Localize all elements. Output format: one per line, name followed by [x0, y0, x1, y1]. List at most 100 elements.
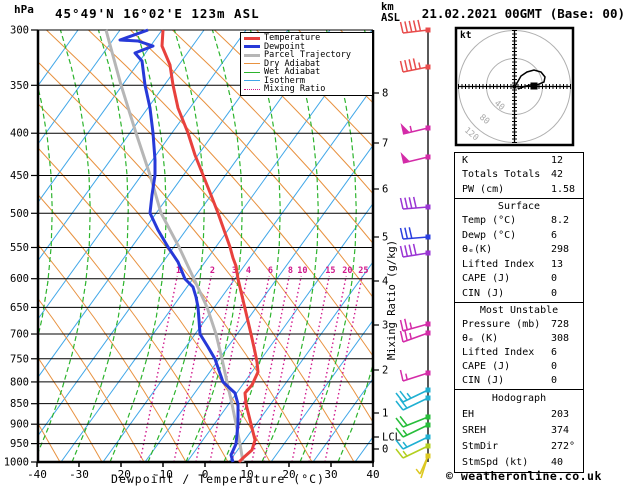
table-row-label: CAPE (J) — [462, 273, 511, 285]
isotherm-line — [38, 30, 247, 320]
table-row-value: 6 — [551, 347, 558, 358]
wind-barb-feather — [404, 197, 409, 209]
legend-item: Mixing Ratio — [244, 85, 372, 94]
temp-tick-label: 10 — [240, 468, 253, 481]
table-row-label: CAPE (J) — [462, 361, 511, 372]
wind-barb-level-marker — [425, 64, 431, 70]
dry-adiabat-line — [130, 30, 373, 299]
wind-barb-level-marker — [425, 27, 431, 33]
wet-adiabat-line — [38, 30, 91, 454]
table-row: Temp (°C) 8.2 — [455, 214, 583, 228]
wet-adiabat-line — [299, 30, 357, 462]
wind-barb-feather — [404, 245, 409, 257]
temp-tick-label: -40 — [27, 468, 47, 481]
dry-adiabat-line — [46, 30, 373, 424]
legend-label: Dry Adiabat — [264, 58, 321, 69]
wind-barb-level-marker — [425, 434, 431, 440]
wind-barb-level-marker — [425, 321, 431, 327]
wind-barb-level-marker — [425, 443, 431, 449]
table-row: CAPE (J) 0 — [455, 360, 583, 374]
dry-adiabat-line — [38, 194, 229, 462]
mixing-ratio-line — [251, 275, 290, 462]
wind-barb — [399, 318, 431, 332]
table-row-label: Temp (°C) — [462, 215, 517, 227]
legend-item: Parcel Trajectory — [244, 51, 372, 60]
wind-barb-feather — [408, 20, 413, 33]
pressure-tick-label: 900 — [10, 419, 29, 431]
pressure-axis-unit: hPa — [14, 3, 34, 16]
wind-barb-level-marker — [425, 154, 431, 160]
wind-barb-feather — [403, 329, 408, 341]
legend-swatch-parcel-trajectory — [244, 53, 260, 57]
table-row-label: SREH — [462, 425, 487, 436]
km-tick-label: 7 — [382, 138, 388, 150]
wind-barb-shaft — [402, 323, 429, 332]
legend-label: Dewpoint — [264, 41, 305, 52]
table-row-label: K — [462, 155, 469, 166]
wet-adiabat-line — [71, 30, 129, 462]
pressure-tick-label: 600 — [10, 273, 29, 285]
wind-barb-half-feather — [402, 450, 408, 457]
wind-barb-feather — [399, 245, 404, 258]
table-row: StmDir 272° — [455, 439, 583, 455]
wind-barb-feather — [404, 21, 409, 33]
legend-item: Dewpoint — [244, 41, 372, 52]
pressure-tick-label: 300 — [10, 25, 29, 37]
pressure-tick-label: 350 — [10, 80, 29, 92]
table-row-label: EH — [462, 409, 475, 420]
mixing-ratio-value-label: 10 — [297, 266, 307, 276]
mixing-ratio-value-label: 6 — [268, 266, 273, 276]
wind-barb-feather — [408, 59, 413, 71]
legend-label: Parcel Trajectory — [264, 50, 351, 60]
legend-swatch-isotherm — [244, 80, 260, 82]
pressure-tick-label: 950 — [10, 438, 29, 450]
table-row-label: StmDir — [462, 441, 499, 452]
wind-barb-shaft — [402, 424, 429, 438]
legend-label: Wet Adiabat — [264, 67, 321, 77]
table-row: CIN (J) 0 — [455, 287, 583, 301]
pressure-tick-label: 400 — [10, 128, 29, 140]
wind-barb-feather — [404, 318, 408, 330]
table-row-value: 272° — [551, 441, 576, 452]
pressure-tick-label: 750 — [10, 353, 29, 365]
pressure-tick-label: 550 — [10, 242, 29, 254]
wind-barb-feather — [399, 415, 408, 426]
table-row-value: 308 — [551, 333, 570, 344]
pressure-tick-label: 450 — [10, 170, 29, 182]
wet-adiabat-line — [147, 30, 205, 462]
temp-tick-label: 0 — [202, 468, 209, 481]
temp-tick-label: 30 — [324, 468, 337, 481]
table-row: θₑ (K) 308 — [455, 332, 583, 346]
wind-barb-feather — [412, 196, 417, 209]
dry-adiabat-line — [88, 30, 373, 358]
wind-barb-feather — [395, 439, 404, 450]
wind-barb — [395, 434, 431, 450]
mixing-ratio-line — [263, 275, 302, 462]
table-row-value: 42 — [551, 169, 564, 181]
legend-label: Temperature — [264, 33, 321, 43]
hodograph-unit-label: kt — [460, 30, 472, 41]
table-surface: Surface Temp (°C) 8.2 Dewp (°C) 6 θₑ(K) 298 Lif… — [454, 198, 584, 303]
dry-adiabat-line — [172, 30, 373, 245]
isotherm-line — [144, 144, 373, 462]
table-section-header: Most Unstable — [479, 305, 559, 316]
legend-label: Mixing Ratio — [264, 84, 326, 94]
table-row: Lifted Index 6 — [455, 346, 583, 360]
dry-adiabat-line — [38, 356, 103, 462]
wind-barb — [399, 243, 431, 258]
mixing-ratio-value-label: 2 — [210, 266, 215, 276]
hodograph-origin-marker — [512, 84, 517, 89]
wind-barb-feather — [399, 197, 404, 210]
wind-barb — [399, 227, 431, 240]
wind-barb-shaft — [402, 445, 429, 459]
wind-barb-feather — [395, 448, 404, 459]
wind-barb-half-feather — [409, 125, 413, 133]
table-row: Dewp (°C) 6 — [455, 229, 583, 243]
wind-barb-shaft — [402, 416, 429, 428]
wind-barb-shaft — [402, 389, 429, 403]
legend-swatch-temperature — [244, 36, 260, 40]
pressure-tick-label: 850 — [10, 398, 29, 410]
table-row-value: 374 — [551, 425, 570, 436]
isotherm-line — [38, 30, 289, 379]
wind-barb-feather — [399, 369, 404, 382]
